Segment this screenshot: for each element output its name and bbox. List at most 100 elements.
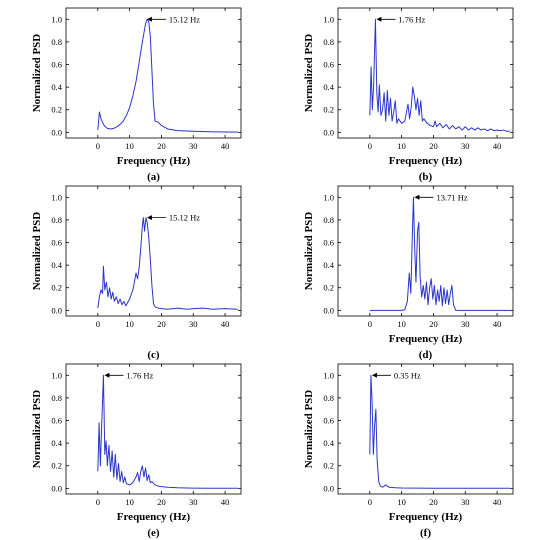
y-tick-label: 0.0 [51,305,62,315]
plot-frame [337,363,514,495]
x-tick-label: 20 [157,319,166,329]
plot-frame [337,7,514,139]
y-tick-label: 0.4 [323,82,334,92]
y-tick-label: 1.0 [51,192,62,202]
panel-label: (a) [147,171,160,183]
panel-label: (b) [419,171,433,183]
peak-arrow-head [376,16,382,22]
x-tick-label: 10 [397,497,406,507]
y-tick-label: 0.4 [323,260,334,270]
y-tick-label: 0.8 [51,215,62,225]
y-tick-label: 0.6 [323,238,334,248]
y-tick-label: 1.0 [323,14,334,24]
x-tick-label: 0 [96,319,100,329]
plot-frame [337,185,514,317]
y-tick-label: 0.4 [51,82,62,92]
panel-label: (c) [147,349,160,361]
y-tick-label: 0.2 [323,283,334,293]
x-tick-label: 20 [429,497,438,507]
x-tick-label: 0 [368,497,372,507]
y-tick-label: 0.6 [51,238,62,248]
x-tick-label: 0 [368,141,372,151]
x-tick-label: 0 [368,319,372,329]
psd-panel-3: 0 10 20 30 40 0.0 0.2 0.4 0.6 0.8 1.0 Normalized PS… [31,185,242,361]
x-tick-label: 40 [493,497,502,507]
y-tick-label: 0.2 [323,105,334,115]
x-tick-label: 40 [221,319,230,329]
y-tick-label: 0.8 [51,37,62,47]
x-tick-label: 40 [221,497,230,507]
x-tick-label: 10 [125,319,134,329]
peak-arrow-head [371,372,377,378]
y-tick-label: 1.0 [323,370,334,380]
peak-arrow-head [104,372,110,378]
psd-panel-2: 0 10 20 30 40 0.0 0.2 0.4 0.6 0.8 1.0 Normalized PS… [303,7,514,183]
peak-annotation: 0.35 Hz [394,370,421,380]
y-tick-label: 0.4 [51,438,62,448]
x-tick-label: 40 [493,319,502,329]
x-tick-label: 30 [189,141,198,151]
psd-series-line [97,217,238,310]
panel-label: (e) [147,527,160,539]
y-tick-label: 0.2 [51,461,62,471]
x-axis-label: Frequency (Hz) [389,333,463,345]
y-tick-label: 0.0 [51,483,62,493]
panel-label: (f) [420,527,431,539]
x-tick-label: 20 [157,141,166,151]
y-tick-label: 0.6 [323,416,334,426]
x-tick-label: 0 [96,141,100,151]
psd-panel-4: 0 10 20 30 40 0.0 0.2 0.4 0.6 0.8 1.0 Normalized PS… [303,185,514,361]
peak-annotation: 1.76 Hz [126,370,153,380]
peak-arrow-head [146,215,152,221]
x-axis-label: Frequency (Hz) [117,155,191,167]
y-tick-label: 0.2 [51,283,62,293]
y-tick-label: 0.8 [323,37,334,47]
y-tick-label: 0.8 [323,393,334,403]
psd-series-line [369,196,510,311]
x-tick-label: 30 [189,319,198,329]
psd-series-line [97,374,238,489]
x-axis-label: Frequency (Hz) [389,155,463,167]
y-tick-label: 0.4 [51,260,62,270]
x-tick-label: 30 [461,319,470,329]
y-axis-label: Normalized PSD [31,34,43,113]
y-tick-label: 1.0 [323,192,334,202]
y-tick-label: 0.0 [51,127,62,137]
x-tick-label: 20 [429,319,438,329]
y-axis-label: Normalized PSD [303,390,315,469]
psd-panel-6: 0 10 20 30 40 0.0 0.2 0.4 0.6 0.8 1.0 Normalized PS… [303,363,514,539]
x-tick-label: 20 [157,497,166,507]
y-tick-label: 0.0 [323,127,334,137]
x-tick-label: 30 [189,497,198,507]
plot-frame [65,363,242,495]
y-tick-label: 1.0 [51,370,62,380]
psd-panel-1: 0 10 20 30 40 0.0 0.2 0.4 0.6 0.8 1.0 Normalized PS… [31,7,242,183]
plot-frame [65,185,242,317]
x-tick-label: 30 [461,141,470,151]
x-tick-label: 40 [221,141,230,151]
x-tick-label: 10 [125,497,134,507]
x-tick-label: 0 [96,497,100,507]
peak-annotation: 1.76 Hz [398,14,425,24]
y-tick-label: 1.0 [51,14,62,24]
x-tick-label: 10 [397,141,406,151]
x-tick-label: 40 [493,141,502,151]
peak-arrow-head [146,16,152,22]
panel-label: (d) [419,349,433,361]
psd-panel-5: 0 10 20 30 40 0.0 0.2 0.4 0.6 0.8 1.0 Normalized PS… [31,363,242,539]
psd-series-line [369,374,510,489]
y-tick-label: 0.0 [323,483,334,493]
x-tick-label: 10 [125,141,134,151]
x-axis-label: Frequency (Hz) [389,511,463,523]
y-tick-label: 0.6 [51,416,62,426]
y-tick-label: 0.8 [323,215,334,225]
y-axis-label: Normalized PSD [303,212,315,291]
y-tick-label: 0.6 [51,60,62,70]
y-tick-label: 0.4 [323,438,334,448]
x-tick-label: 30 [461,497,470,507]
x-tick-label: 10 [397,319,406,329]
peak-annotation: 15.12 Hz [169,14,200,24]
y-axis-label: Normalized PSD [31,212,43,291]
psd-series-line [369,18,510,132]
